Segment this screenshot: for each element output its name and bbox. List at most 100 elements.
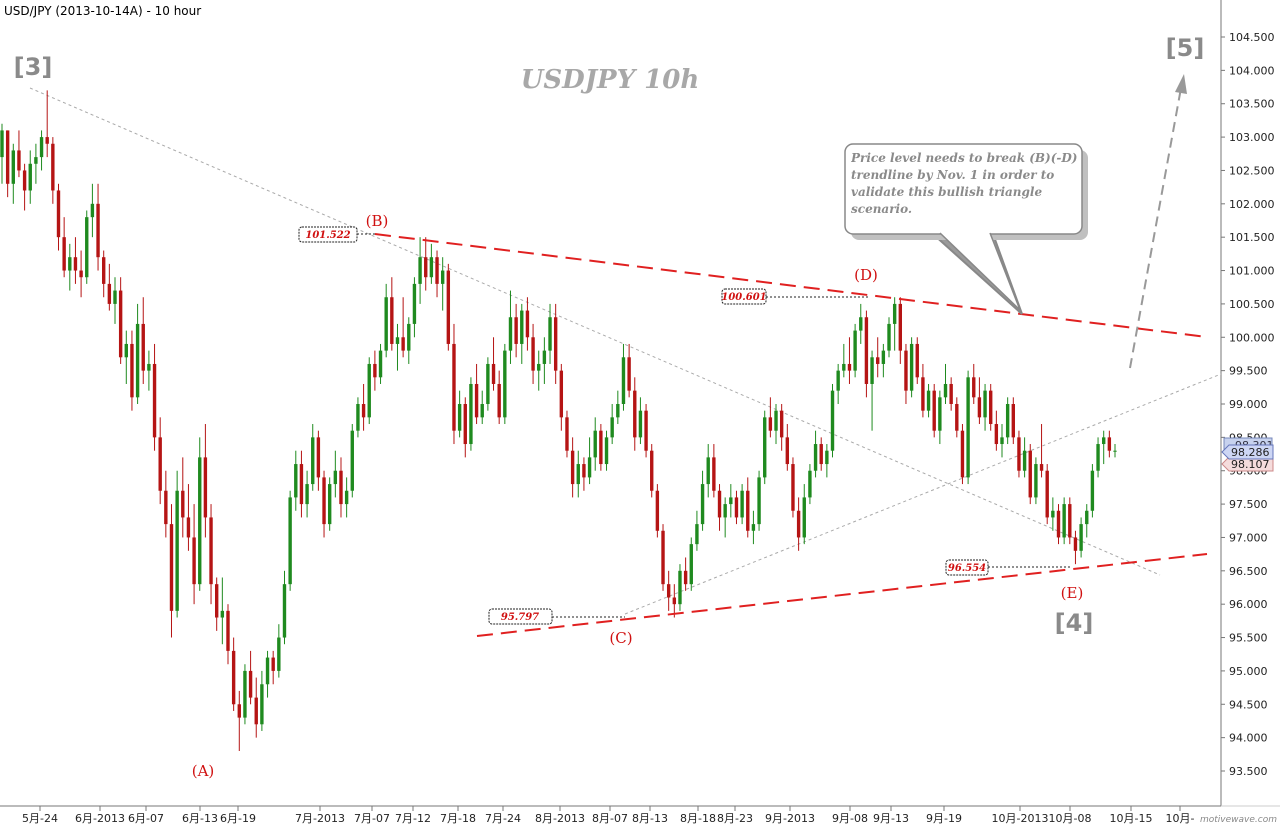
y-tick-label: 104.500: [1229, 31, 1275, 44]
price-tag-d-text: 100.601: [721, 292, 766, 303]
candle-bearish: [339, 470, 343, 505]
y-tick-label: 100.000: [1229, 331, 1275, 344]
candle-bearish: [627, 357, 631, 391]
candle-bullish: [1062, 504, 1066, 538]
y-tick-label: 103.000: [1229, 131, 1275, 144]
x-tick-label: 8月-18: [680, 812, 716, 825]
x-tick-label: 8月-07: [592, 812, 628, 825]
candle-bullish: [548, 317, 552, 351]
candle-bearish: [898, 303, 903, 351]
candle-bullish: [356, 404, 360, 431]
candle-bullish: [836, 370, 840, 391]
candle-bearish: [463, 404, 467, 445]
candle-bearish: [231, 650, 236, 705]
candle-bearish: [932, 390, 936, 431]
x-tick-label: 9月-19: [926, 812, 962, 825]
candle-bullish: [1085, 510, 1089, 525]
y-tick-label: 96.000: [1229, 598, 1268, 611]
candle-bearish: [559, 370, 564, 418]
y-tick-label: 97.500: [1229, 498, 1268, 511]
candle-bullish: [909, 343, 914, 391]
candle-bullish: [429, 257, 434, 278]
x-tick-label: 9月-2013: [765, 812, 815, 825]
candle-bearish: [203, 457, 208, 518]
candle-bullish: [774, 410, 778, 431]
price-tag-d: 100.601: [721, 288, 767, 305]
candle-bearish: [1017, 437, 1021, 471]
y-tick-label: 103.500: [1229, 98, 1275, 111]
candle-bearish: [141, 323, 145, 371]
trendline-b-d: [374, 233, 1208, 338]
candle-bearish: [1068, 504, 1072, 538]
candle-bullish: [1000, 437, 1004, 445]
candle-bearish: [779, 410, 784, 438]
x-tick-label: 8月-23: [717, 812, 753, 825]
candle-bearish: [299, 464, 304, 505]
candle-bearish: [96, 203, 100, 258]
candle-bullish: [1102, 437, 1106, 445]
x-tick-label: 6月-07: [128, 812, 164, 825]
candle-bullish: [1022, 450, 1027, 471]
candle-bullish: [520, 310, 524, 344]
y-tick-label: 97.000: [1229, 531, 1268, 544]
candle-bearish: [847, 363, 852, 371]
candle-bullish: [282, 584, 287, 638]
candle-bullish: [689, 544, 693, 585]
candle-bearish: [661, 530, 665, 585]
candle-bearish: [1039, 464, 1044, 471]
candle-bearish: [644, 410, 648, 451]
candle-bearish: [158, 437, 162, 491]
y-tick-label: 101.000: [1229, 265, 1275, 278]
candle-bullish: [938, 397, 942, 431]
candle-bearish: [452, 343, 456, 431]
candle-bullish: [1005, 404, 1010, 438]
candle-bullish: [480, 404, 484, 418]
candle-bullish: [34, 157, 38, 164]
candle-bearish: [531, 337, 535, 371]
candle-bullish: [1090, 470, 1095, 511]
y-tick-label: 101.500: [1229, 231, 1275, 244]
price-tag-c-text: 95.797: [501, 612, 539, 623]
candle-bullish: [966, 377, 970, 478]
candle-bullish: [367, 363, 371, 418]
candle-bearish: [960, 430, 965, 478]
candles-group: [0, 90, 1117, 751]
candle-bearish: [553, 317, 558, 371]
y-tick-label: 93.500: [1229, 765, 1268, 778]
candle-bearish: [62, 237, 66, 271]
candle-bullish: [440, 270, 445, 284]
candle-bearish: [672, 597, 677, 605]
brand-watermark: motivewave.com: [1200, 815, 1277, 825]
candle-bearish: [79, 270, 83, 278]
candle-bearish: [45, 137, 49, 144]
candle-bearish: [73, 257, 78, 271]
candle-bullish: [825, 450, 829, 465]
candle-bullish: [859, 317, 863, 331]
x-tick-label: 7月-18: [440, 812, 476, 825]
candle-bearish: [655, 490, 660, 531]
x-axis-ticks: 5月-24 6月-2013 6月-07 6月-13 6月-19 7月-2013 7月-07 7…: [22, 806, 1195, 825]
price-tag-b-text: 101.522: [305, 230, 350, 241]
guide-line-upper: [29, 87, 1161, 576]
price-label-ask: 98.107: [1221, 456, 1274, 472]
candle-bullish: [576, 464, 580, 485]
candle-bullish: [288, 497, 292, 585]
candle-bullish: [294, 464, 298, 498]
candle-bearish: [271, 657, 275, 671]
candle-bullish: [457, 404, 462, 431]
candle-bearish: [1056, 510, 1061, 538]
x-tick-label: 9月-08: [832, 812, 868, 825]
candle-bearish: [435, 257, 439, 284]
candle-bullish: [311, 437, 315, 485]
candle-bullish: [344, 490, 349, 505]
candle-bearish: [107, 283, 112, 304]
x-tick-label: 7月-24: [485, 812, 521, 825]
candle-bullish: [113, 290, 117, 304]
candle-bearish: [51, 143, 55, 191]
candle-bearish: [977, 397, 982, 418]
candle-bearish: [497, 383, 501, 418]
candle-bearish: [1073, 537, 1078, 551]
candle-bullish: [593, 430, 597, 458]
candle-bearish: [192, 537, 196, 585]
